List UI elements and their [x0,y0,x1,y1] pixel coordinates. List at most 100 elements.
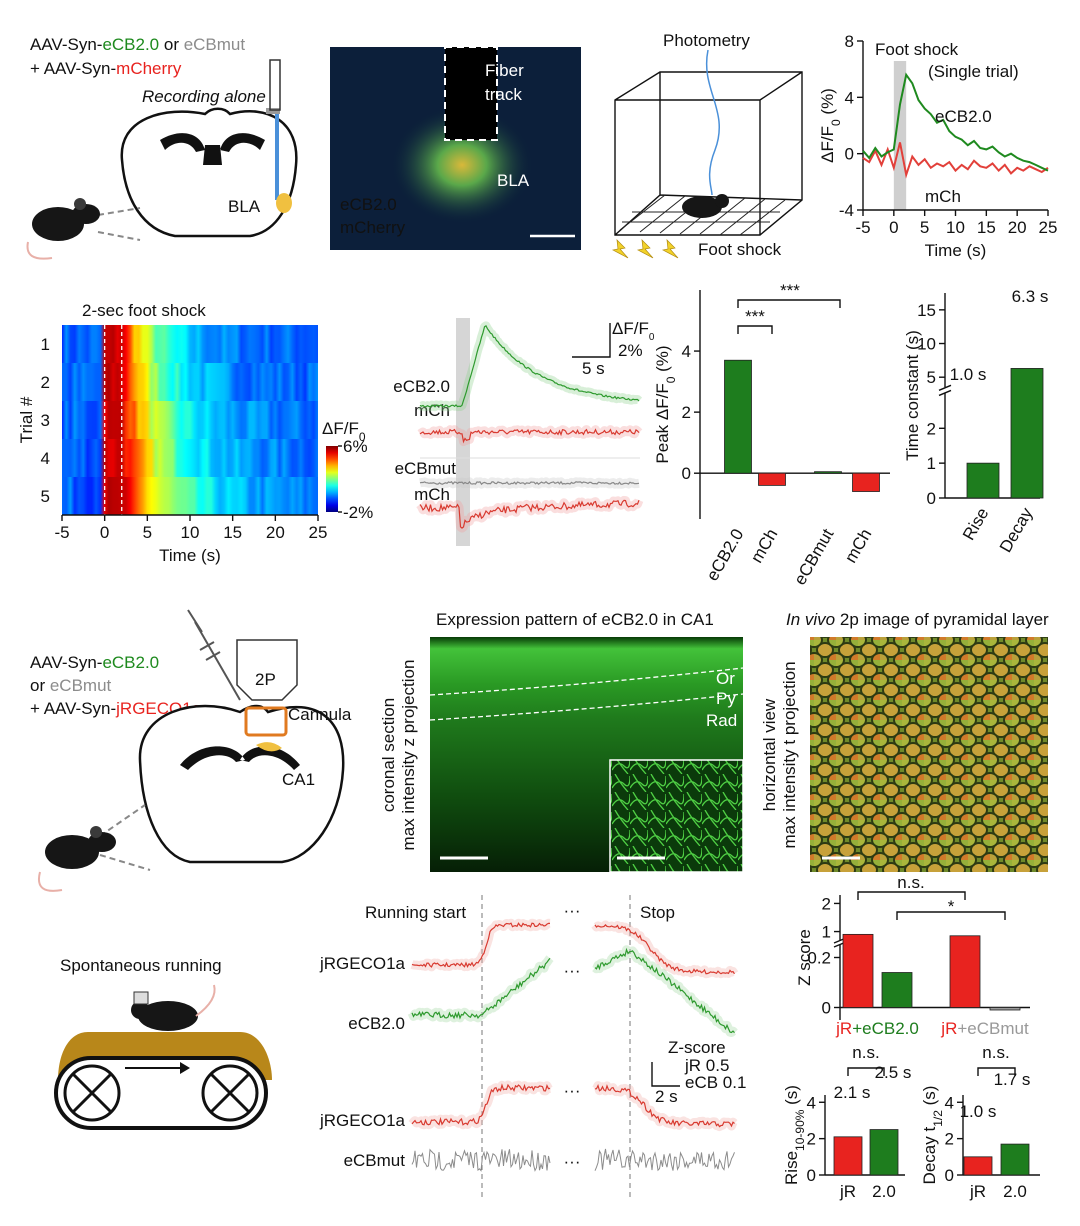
panel-title: In vivo 2p image of pyramidal layer [786,610,1049,629]
shock-window [893,61,907,210]
x-tick-label: -5 [855,218,870,237]
trace [419,480,640,486]
brain-structure [180,746,300,770]
x-tick-label: 10 [181,523,200,542]
text-segment: (s) [920,1086,939,1111]
connector [99,804,151,871]
chart-title: 2-sec foot shock [82,301,206,320]
trace-label: mCh [414,485,450,504]
text-segment: 0 [359,430,366,444]
trace-band [591,920,739,979]
text-segment: +eCB2.0 [852,1019,919,1038]
x-tick-label: 2.0 [872,1182,896,1201]
text-segment: Peak ΔF/F [653,383,672,463]
x-tick-label: 5 [920,218,929,237]
legend-label: eCB2.0 [935,107,992,126]
vector-text: + AAV-Syn-mCherry [30,59,182,78]
y-tick-label: 2 [945,1130,954,1149]
trace [411,1083,551,1126]
axis-break [938,384,952,397]
significance-label: n.s. [852,1043,879,1062]
syringe [269,59,281,111]
y-tick-label: 0 [807,1166,816,1185]
heatmap-row [62,363,318,401]
text-segment: eCBmut [184,35,246,54]
text-segment: 0 [664,376,678,383]
x-tick-label: 2.0 [1003,1182,1027,1201]
y-axis-label: Rise10-90% (s) [782,1085,807,1185]
bar [949,935,981,1008]
y-tick-label: 4 [41,449,50,468]
y-tick-label: 4 [807,1093,816,1112]
y-tick-label: 10 [917,335,936,354]
label: Cannula [288,705,352,724]
vector-text: or eCBmut [30,676,112,695]
value-label: 1.0 s [950,365,987,384]
panel-b: Fiber track BLA eCB2.0 mCherry [330,46,581,250]
significance-bracket [896,911,1006,920]
annotation: (Single trial) [928,62,1019,81]
text-segment: eCB2.0 [102,35,159,54]
text-segment: ΔF/F [322,419,359,438]
x-axis-label: Time (s) [159,546,221,565]
treadmill [54,984,272,1130]
layer-label: Or [716,669,735,688]
chamber [614,71,803,236]
significance-label: *** [780,281,800,300]
value-label: 2.1 s [834,1083,871,1102]
value-label: 1.7 s [994,1070,1031,1089]
y-tick-label: 0.2 [807,949,831,968]
panel-i: AAV-Syn-eCB2.0 or eCBmut + AAV-Syn-jRGEC… [30,609,352,1130]
value-label: 6.3 s [1012,287,1049,306]
x-tick-label: 15 [223,523,242,542]
trace [594,947,735,1034]
x-tick-label: 0 [889,218,898,237]
bla-region [276,193,292,213]
mouse [38,826,116,892]
shock-icon [611,239,679,259]
fiber-track [444,46,498,141]
scale-label: Z-score [668,1038,726,1057]
text-segment: AAV-Syn- [30,653,102,672]
x-tick-label: 25 [1039,218,1058,237]
y-axis-label: Peak ΔF/F0 (%) [653,345,678,463]
ellipsis: ··· [564,1081,581,1100]
series-line [862,72,1049,172]
image-label: Fiber [485,61,524,80]
side-label: coronal section [379,698,398,812]
bar [966,462,1000,499]
label: Photometry [663,31,750,50]
side-label: max intensity t projection [780,661,799,848]
legend-label: mCh [925,187,961,206]
x-tick-label: eCB2.0 [703,526,748,585]
y-tick-label: 2 [807,1130,816,1149]
text-segment: or [30,676,50,695]
inset-image [609,759,744,873]
bar [1010,368,1044,499]
brain-outline [138,704,345,864]
trace [419,325,640,408]
text-segment: + AAV-Syn- [30,699,116,718]
text-segment: mCherry [116,59,182,78]
y-tick-label: 0 [682,464,691,483]
trace [411,1148,551,1172]
syringe [187,609,241,701]
trace [594,924,735,975]
image-label: BLA [497,171,530,190]
x-tick-label: 20 [1008,218,1027,237]
y-tick-label: 1 [41,335,50,354]
syringe [266,108,280,114]
y-tick-label: 4 [845,88,854,107]
y-tick-label: 4 [945,1093,954,1112]
colorbar-tick-label: 6% [343,437,368,456]
mouse [715,194,729,208]
colorbar-tick-label: -2% [343,503,373,522]
objective [236,639,298,701]
panel-j: Expression pattern of eCB2.0 in CA1 Or P… [379,610,744,873]
text-segment: Decay t [920,1127,939,1185]
heatmap-row [62,477,318,515]
value-label: 2.5 s [875,1063,912,1082]
bar [724,359,752,474]
panel-k: In vivo 2p image of pyramidal layer hori… [760,610,1049,872]
